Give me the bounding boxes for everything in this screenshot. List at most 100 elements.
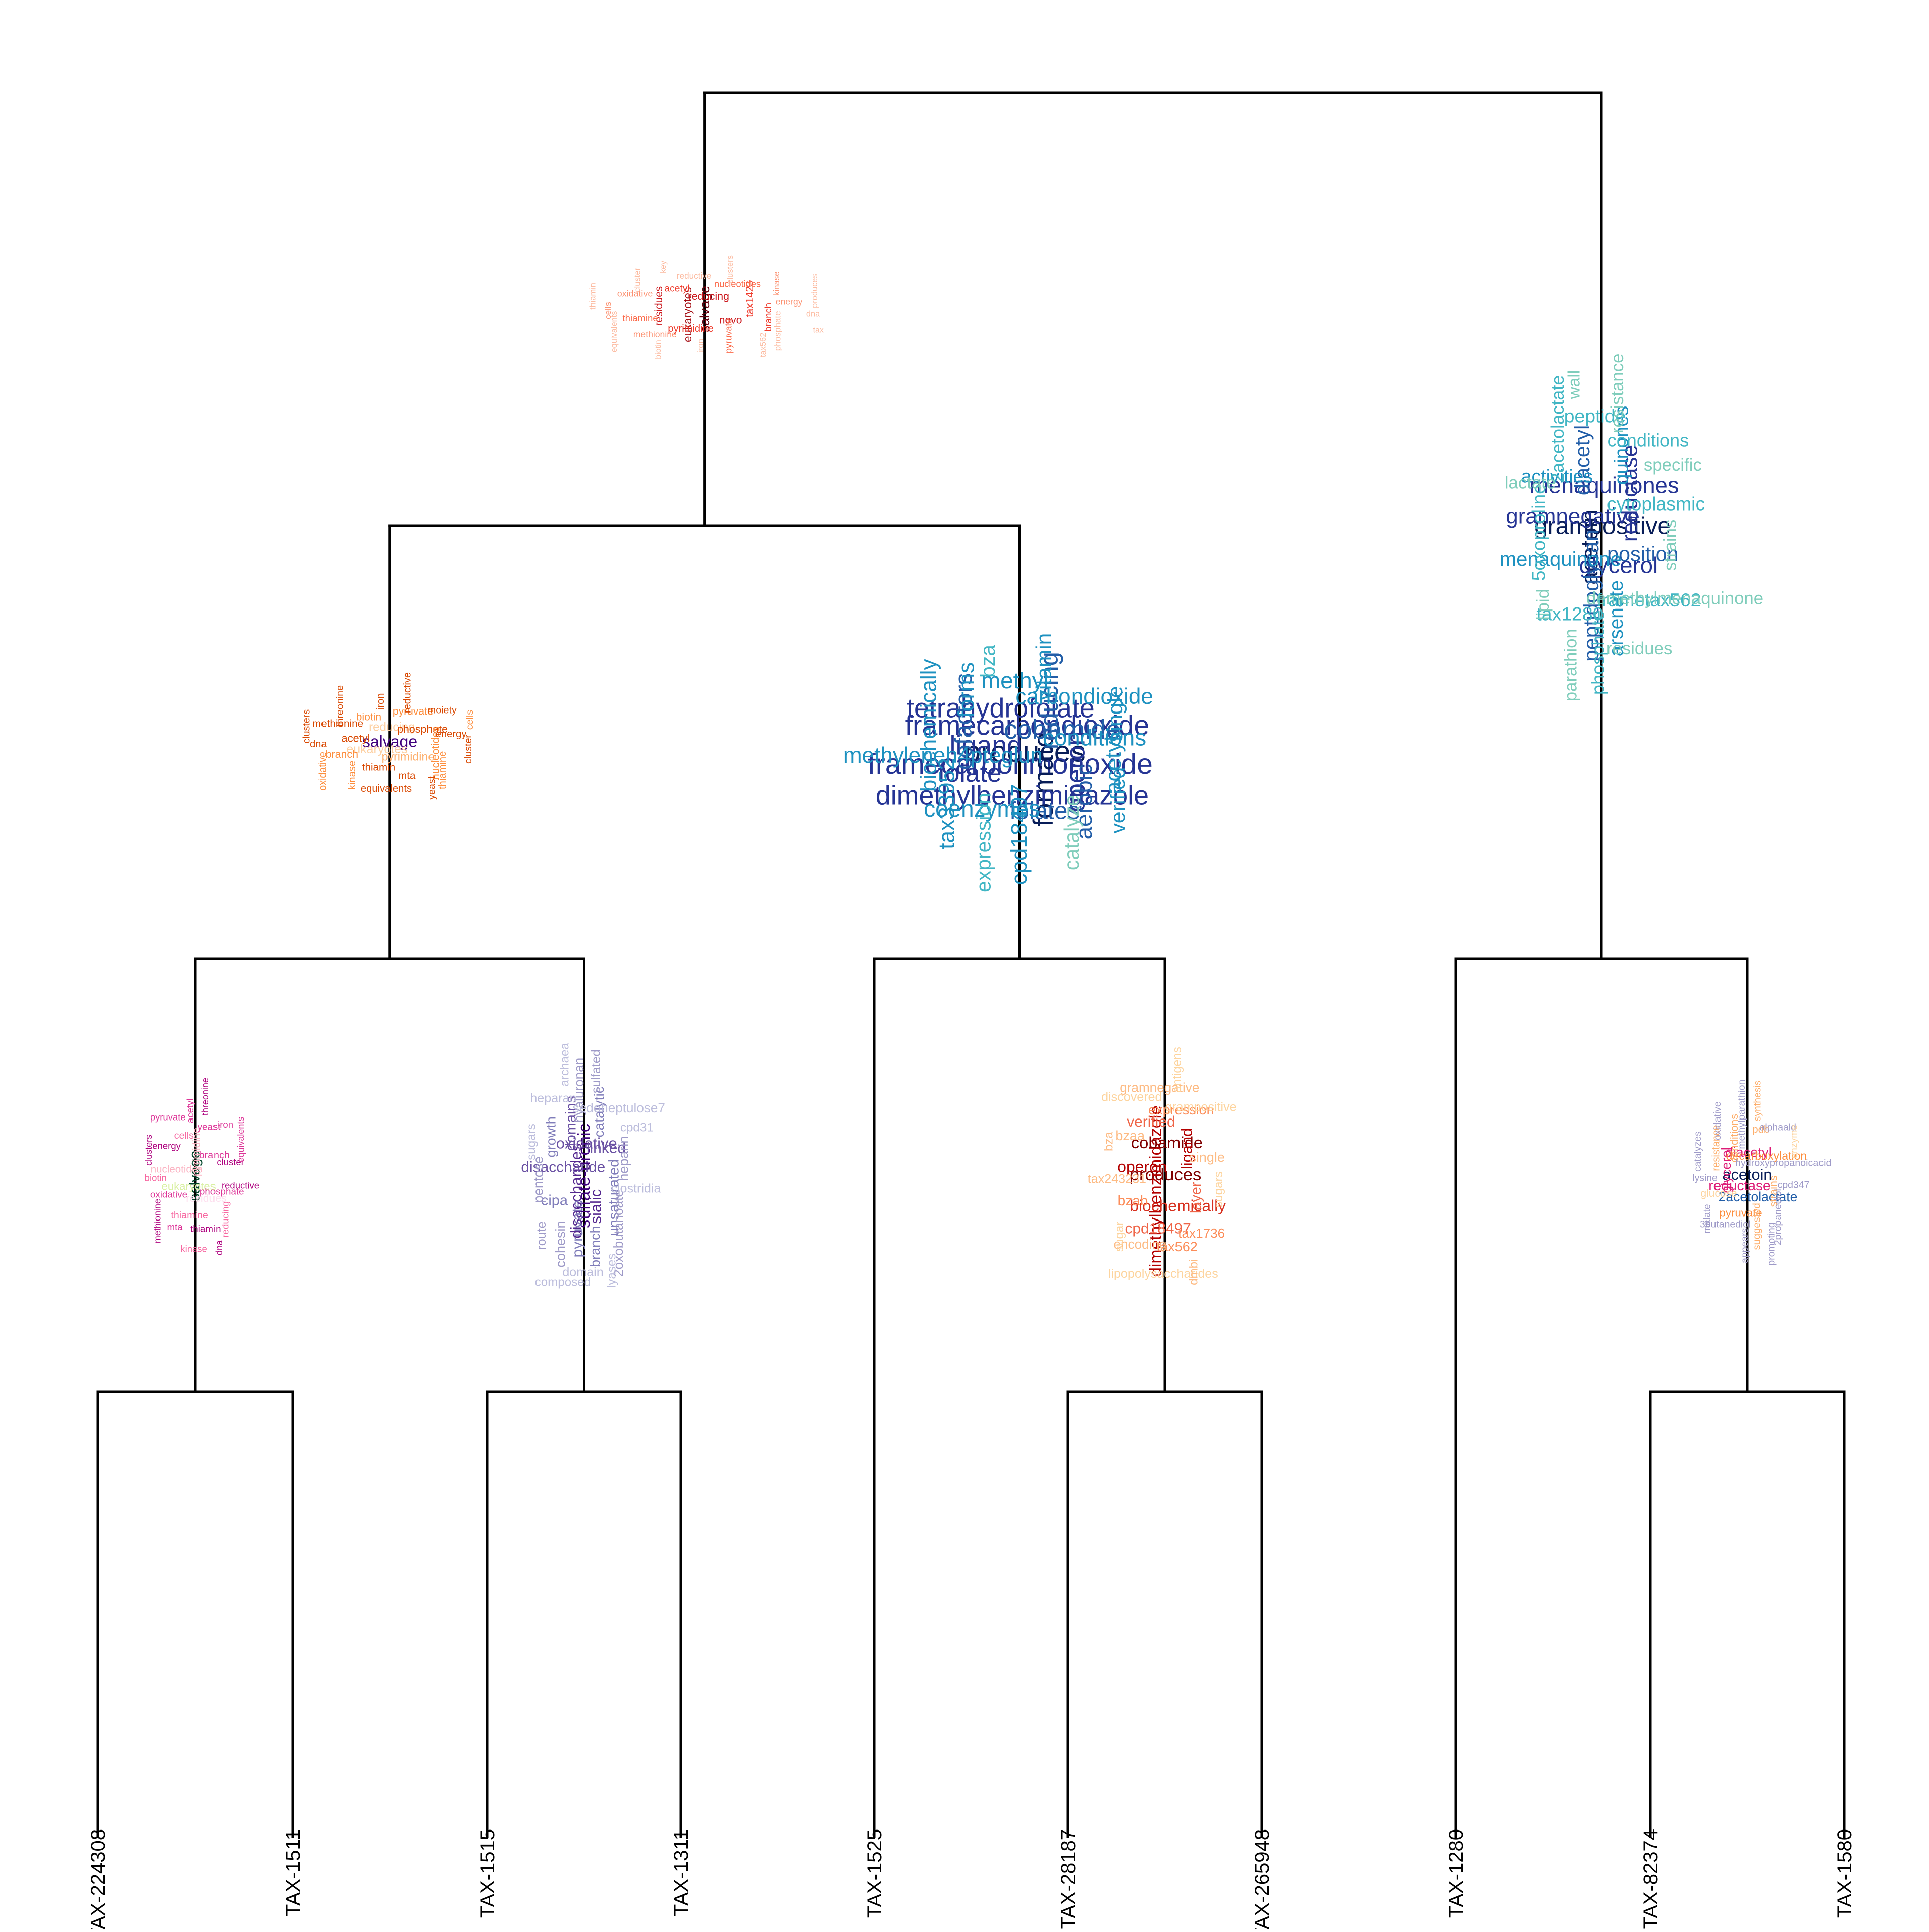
cloud-word: energy [152,1140,181,1151]
cloud-word: conditions [1728,1114,1740,1162]
leaf-label: TAX-28187 [1057,1829,1080,1929]
cloud-word: phosphate [397,723,448,735]
leaf-labels: TAX-224308 TAX-1511 TAX-1515 TAX-1311 TAX-15… [87,1829,1856,1932]
cloud-word: tax1423 [744,281,756,317]
cloud-word: biotin [654,340,663,359]
cloud-word: arsenate [1605,580,1627,656]
cloud-word: pyrimidine [668,323,714,334]
cloud-word: demethylmenaquinone [1586,588,1763,608]
cloud-word: heparan [530,1091,576,1105]
cloud-word: thiamin [362,762,395,773]
cloud-word: pdb [1752,1124,1769,1135]
cloud-word: tax33952 [935,758,959,849]
cloud-word: dna [806,310,820,319]
cloud-word: frametax562 [1597,589,1701,611]
cloud-word: energy [776,297,803,307]
cloud-word: expression [1148,1102,1214,1117]
cloud-word: ligand [950,730,1022,760]
cloud-word: tetrahydrofolate [907,693,1095,723]
cloud-word: methylparathion [1736,1080,1747,1149]
cloud-word: bza [1102,1131,1116,1151]
cloud-word: catalyze [1060,795,1083,870]
cloud-word: reducing [688,290,729,302]
cloud-word: reductive [677,271,711,281]
cloud-word: thiamin [190,1223,221,1234]
cloud-word: antigens [1170,1047,1184,1092]
cloud-word: acetoin [1723,1166,1772,1183]
cloud-word: discovered [1101,1090,1162,1104]
cloud-word: clusters [726,255,735,283]
cloud-word: catalytic [591,1086,607,1137]
cloud-word: kinase [772,271,781,296]
cloud-word: dimethylbenzimidazole [1146,1105,1165,1277]
cloud-word: cpd18497 [1006,784,1032,885]
cloud-word: cofactors [950,673,977,770]
cloud-word: ligand [1177,1128,1195,1169]
cloud-word: oxidative [1712,1101,1723,1140]
dendrogram-edges [96,91,1846,1838]
cloud-word: forms [954,662,979,718]
cloud-word: lipopolysaccharides [1108,1267,1218,1281]
cloud-word: cluster [217,1157,244,1167]
cloud-word: cells [603,302,613,319]
cloud-word: dmbi [1187,1259,1200,1285]
cloud-word: glycerol [1719,1147,1734,1193]
cloud-word: produces [1130,1165,1202,1184]
cloud-word: acetoin [1576,509,1602,585]
cloud-word: appears [1739,1228,1750,1263]
cloud-word: decarboxylation [1726,1149,1807,1162]
cloud-word: eukaryotes [681,287,694,342]
cloud-word: thiamine [171,1210,208,1221]
cloud-word: oxidative [317,752,328,791]
cloud-word: linked [587,1140,626,1157]
cloud-word: pentose [530,1156,546,1203]
cloud-word: branch [199,1150,230,1161]
cloud-word: conditions [1608,430,1689,451]
cloud-word: lyases [605,1254,618,1288]
cloud-word: aerobic [1071,764,1097,839]
cloud-word: cpd31 [620,1121,654,1134]
cloud-word: diacetyl [1571,425,1594,495]
cloud-word: pyruvate [1720,1206,1762,1219]
cloud-word: salvage [697,286,712,332]
cloud-word: kinase [347,761,358,790]
cloud-word: domains [563,1096,579,1151]
cloud-word: alphaald [1760,1122,1796,1133]
cloud-word: gramnegative [1506,504,1640,529]
cloud-word: mta [167,1222,183,1232]
cloud-word: oxidative [556,1135,617,1152]
cloud-word: peptide [1564,405,1626,427]
cloud-word: single [1104,686,1127,742]
cloud-word: enzyme [1788,1125,1799,1159]
cloud-word: cipa [541,1192,568,1208]
cloud-word: clostridia [611,1182,661,1196]
cloud-word: carbondioxide [1015,684,1153,709]
cloud-word: strains [1660,520,1680,571]
cloud-word: 2propanediol [1772,1189,1783,1245]
cloud-word: grampositive [1165,1100,1236,1114]
cloud-word: disaccharide [521,1159,605,1175]
cloud-word: methyl [981,668,1049,693]
cloud-word: clusters [301,709,312,744]
cloud-word: novo [719,315,742,326]
cloud-word: coenzymes [924,796,1040,822]
cloud-word: dimethylbenzimidazole [876,781,1149,811]
cloud-word: equivalents [236,1117,246,1163]
leaf-label: TAX-1525 [864,1829,886,1918]
cloud-word: clusters [144,1135,154,1166]
cloud-word: strains [1768,1175,1780,1207]
cloud-word: catalyzes [1692,1131,1703,1172]
cloud-word: dna [310,739,327,750]
cloud-word: bzab [1118,1193,1148,1208]
cloud-word: sedoheptulose7 [573,1100,665,1115]
cloud-word: salvage [187,1151,203,1201]
cloud-word: residues [1606,639,1673,658]
cloud-word: folates [1009,797,1080,824]
cloud-word: threonine [200,1078,210,1115]
